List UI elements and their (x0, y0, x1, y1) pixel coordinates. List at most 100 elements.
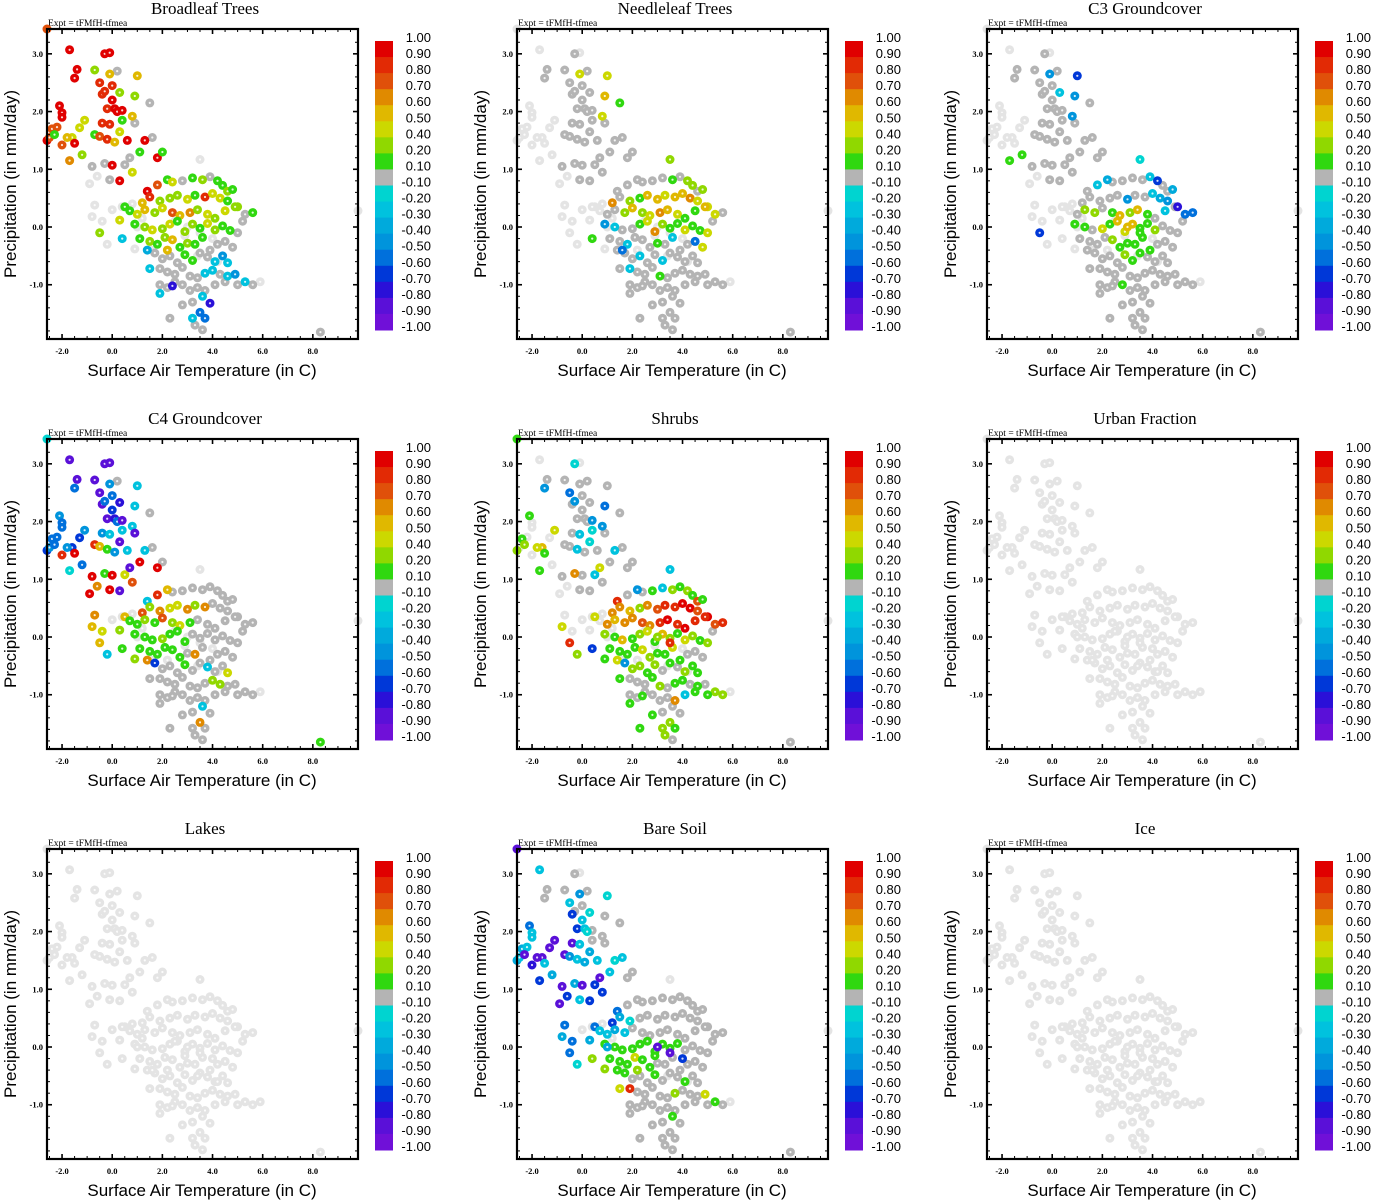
data-point-center (530, 526, 534, 529)
data-point-center (108, 998, 111, 1001)
colorbar-bin (845, 595, 863, 613)
data-point-center (103, 162, 106, 165)
data-point-center (668, 1131, 672, 1134)
data-point-center (1121, 1086, 1124, 1089)
data-point-center (603, 504, 606, 508)
data-point-center (1108, 664, 1111, 667)
data-point-center (1133, 1063, 1137, 1066)
data-point-center (1098, 1019, 1101, 1023)
data-point-center (678, 712, 682, 715)
data-point-center (111, 494, 114, 497)
data-point-center (1058, 911, 1061, 914)
colorbar-label: -0.70 (401, 271, 431, 286)
x-tick-label: -2.0 (995, 346, 1008, 356)
data-point-center (136, 1045, 139, 1049)
data-point-center (1126, 635, 1129, 639)
data-point-center (55, 536, 59, 539)
data-point-center (203, 682, 207, 685)
colorbar-label: 0.10 (406, 978, 431, 993)
data-point-center (1048, 943, 1051, 946)
colorbar-label: -0.60 (401, 1075, 431, 1090)
colorbar-bin (375, 643, 393, 661)
x-tick-label: 8.0 (1248, 346, 1259, 356)
data-point-center (211, 647, 214, 650)
data-point-center (221, 594, 224, 597)
colorbar-bin (1315, 451, 1333, 468)
y-tick-label: 3.0 (502, 869, 513, 879)
data-point-center (1131, 1043, 1134, 1046)
data-point-center (1116, 604, 1119, 607)
data-point-center (176, 671, 179, 674)
data-point-center (694, 619, 697, 622)
data-point-center (163, 236, 166, 239)
data-point-center (1023, 119, 1026, 122)
data-point-center (1138, 251, 1142, 255)
data-point-center (76, 68, 79, 71)
colorbar-label: 0.60 (406, 914, 431, 929)
data-point-center (638, 633, 641, 636)
data-point-center (694, 280, 697, 283)
data-point-center (1176, 641, 1179, 644)
data-point-center (1031, 165, 1034, 168)
colorbar-label: 0.70 (1346, 78, 1371, 93)
data-point-center (156, 156, 159, 159)
data-point-center (646, 194, 649, 197)
data-point-center (121, 1025, 124, 1028)
data-point-center (671, 328, 674, 331)
data-point-center (1058, 130, 1061, 133)
colorbar-bin (375, 1005, 393, 1023)
data-point-center (1259, 1151, 1262, 1154)
data-point-center (1169, 229, 1172, 232)
data-point-center (694, 1060, 697, 1063)
data-point-center (213, 260, 217, 263)
data-point-center (1083, 635, 1086, 639)
data-point-center (683, 693, 687, 696)
data-point-center (1126, 1062, 1129, 1065)
data-point-center (1174, 683, 1177, 686)
colorbar-bin (375, 627, 393, 645)
data-point-center (231, 1008, 234, 1011)
data-point-center (136, 894, 139, 897)
colorbar-label: -1.00 (401, 729, 431, 744)
data-point-center (186, 242, 189, 245)
data-point-center (213, 627, 217, 630)
data-point-center (193, 194, 197, 197)
colorbar-label: 0.80 (406, 62, 431, 77)
colorbar-label: -0.90 (1341, 303, 1371, 318)
data-point-center (638, 664, 641, 667)
data-point-center (613, 139, 616, 142)
data-point-center (224, 209, 227, 212)
data-point-center (608, 237, 611, 240)
data-point-center (530, 936, 534, 939)
colorbar-bin (1315, 659, 1333, 677)
data-point-center (673, 317, 677, 320)
data-point-center (571, 630, 574, 633)
data-point-center (226, 199, 229, 203)
data-point-center (591, 237, 594, 240)
data-point-center (68, 48, 71, 51)
data-point-center (91, 165, 94, 168)
data-point-center (193, 1063, 197, 1066)
data-point-center (593, 1025, 596, 1028)
data-point-center (1061, 615, 1064, 618)
data-point-center (118, 501, 121, 504)
data-point-center (706, 1051, 709, 1054)
data-point-center (576, 653, 579, 656)
data-point-center (1033, 888, 1036, 892)
data-point-center (131, 935, 134, 938)
data-point-center (651, 266, 654, 269)
data-point-center (681, 269, 684, 272)
data-point-center (641, 180, 644, 184)
colorbar-label: -0.50 (871, 649, 901, 664)
data-point-center (1123, 230, 1126, 233)
x-tick-label: 6.0 (257, 1166, 268, 1176)
data-point-center (176, 630, 179, 633)
data-point-center (691, 1004, 694, 1007)
data-point-center (53, 953, 56, 956)
colorbar-label: 0.80 (406, 472, 431, 487)
colorbar-bin (375, 563, 393, 580)
data-point-center (1083, 139, 1086, 142)
data-point-center (621, 1048, 624, 1051)
data-point-center (586, 70, 589, 73)
data-point-center (1061, 519, 1064, 522)
